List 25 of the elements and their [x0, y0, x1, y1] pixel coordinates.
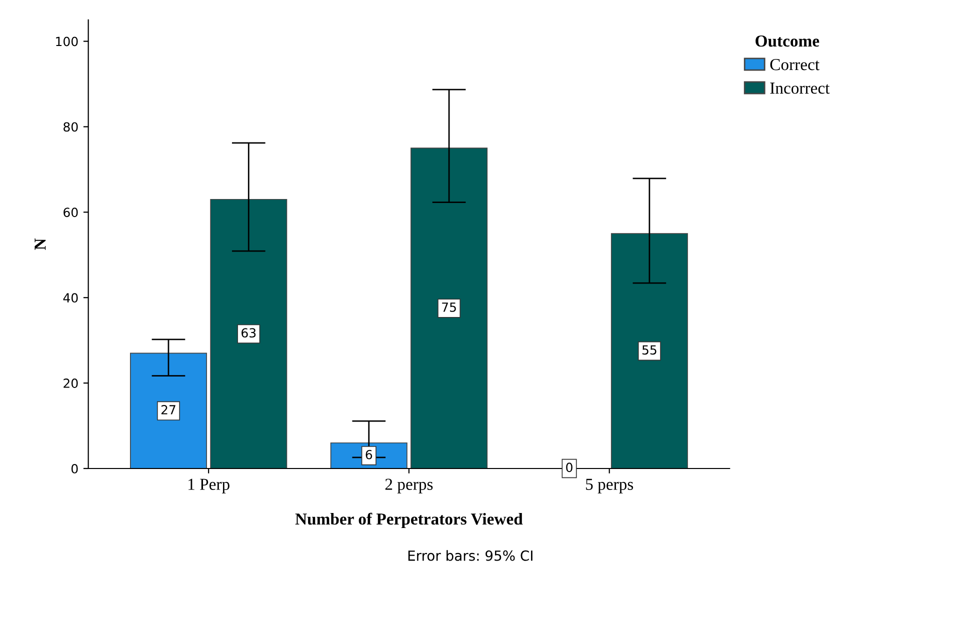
legend-label: Correct — [770, 59, 820, 70]
y-axis-title: N — [34, 238, 46, 250]
bar — [610, 233, 688, 468]
legend-title: Outcome — [756, 35, 820, 47]
bar — [210, 198, 288, 468]
x-tick-label: 2 perps — [385, 478, 433, 494]
data-label: 0 — [566, 462, 572, 472]
text: Error bars: 95% CI — [408, 550, 532, 561]
y-tick-label: 0 — [71, 464, 78, 474]
data-label: 6 — [366, 450, 372, 460]
bar — [410, 148, 488, 468]
y-tick-label: 80 — [64, 122, 78, 132]
bar — [130, 352, 207, 468]
y-tick-label: 40 — [63, 293, 78, 303]
x-tick-label: 5 perps — [586, 478, 634, 494]
y-tick-label: 60 — [64, 208, 78, 218]
y-tick-label: 100 — [56, 36, 78, 46]
legend-label: Incorrect — [770, 82, 830, 94]
x-axis-title: Number of Perpetrators Viewed — [295, 512, 523, 528]
data-label: 55 — [642, 345, 656, 355]
y-tick-label: 20 — [64, 378, 78, 388]
x-tick-label: 1 Perp — [188, 478, 230, 494]
data-label: 27 — [161, 404, 176, 414]
data-label: 75 — [442, 302, 456, 312]
data-label: 63 — [242, 328, 256, 338]
